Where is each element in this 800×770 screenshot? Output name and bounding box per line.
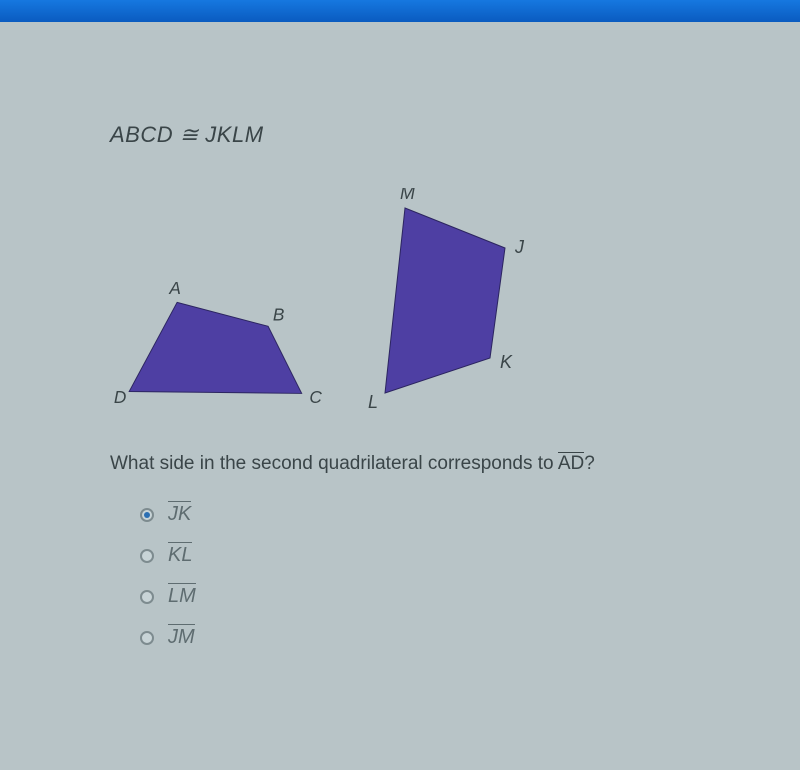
answer-option-jm[interactable]: JM — [140, 626, 690, 649]
quadrilateral-jklm: M J K L — [350, 188, 560, 423]
svg-text:A: A — [168, 278, 181, 298]
answer-label: KL — [168, 544, 192, 567]
radio-button[interactable] — [140, 590, 154, 604]
answer-option-kl[interactable]: KL — [140, 544, 690, 567]
svg-text:K: K — [500, 352, 513, 372]
quadrilateral-abcd: A B C D — [110, 268, 340, 423]
answer-list: JK KL LM JM — [110, 503, 690, 649]
radio-button[interactable] — [140, 631, 154, 645]
problem-content: ABCD ≅ JKLM ABCD MJKL What side in the s… — [0, 22, 800, 679]
answer-option-lm[interactable]: LM — [140, 585, 690, 608]
answer-label: JK — [168, 503, 191, 526]
svg-text:M: M — [400, 188, 415, 203]
svg-text:J: J — [514, 237, 525, 257]
diagram: A B C D M J K L — [110, 188, 690, 423]
answer-label: LM — [168, 585, 196, 608]
question-suffix: ? — [584, 453, 595, 474]
radio-button[interactable] — [140, 549, 154, 563]
window-header — [0, 0, 800, 22]
radio-button[interactable] — [140, 508, 154, 522]
question-text: What side in the second quadrilateral co… — [110, 453, 690, 475]
answer-label: JM — [168, 626, 195, 649]
answer-option-jk[interactable]: JK — [140, 503, 690, 526]
svg-text:B: B — [273, 305, 285, 325]
svg-text:C: C — [309, 387, 322, 407]
congruence-statement: ABCD ≅ JKLM — [110, 122, 690, 148]
question-segment: AD — [558, 452, 584, 474]
svg-text:D: D — [114, 387, 126, 407]
question-prefix: What side in the second quadrilateral co… — [110, 453, 558, 474]
svg-text:L: L — [368, 392, 378, 412]
